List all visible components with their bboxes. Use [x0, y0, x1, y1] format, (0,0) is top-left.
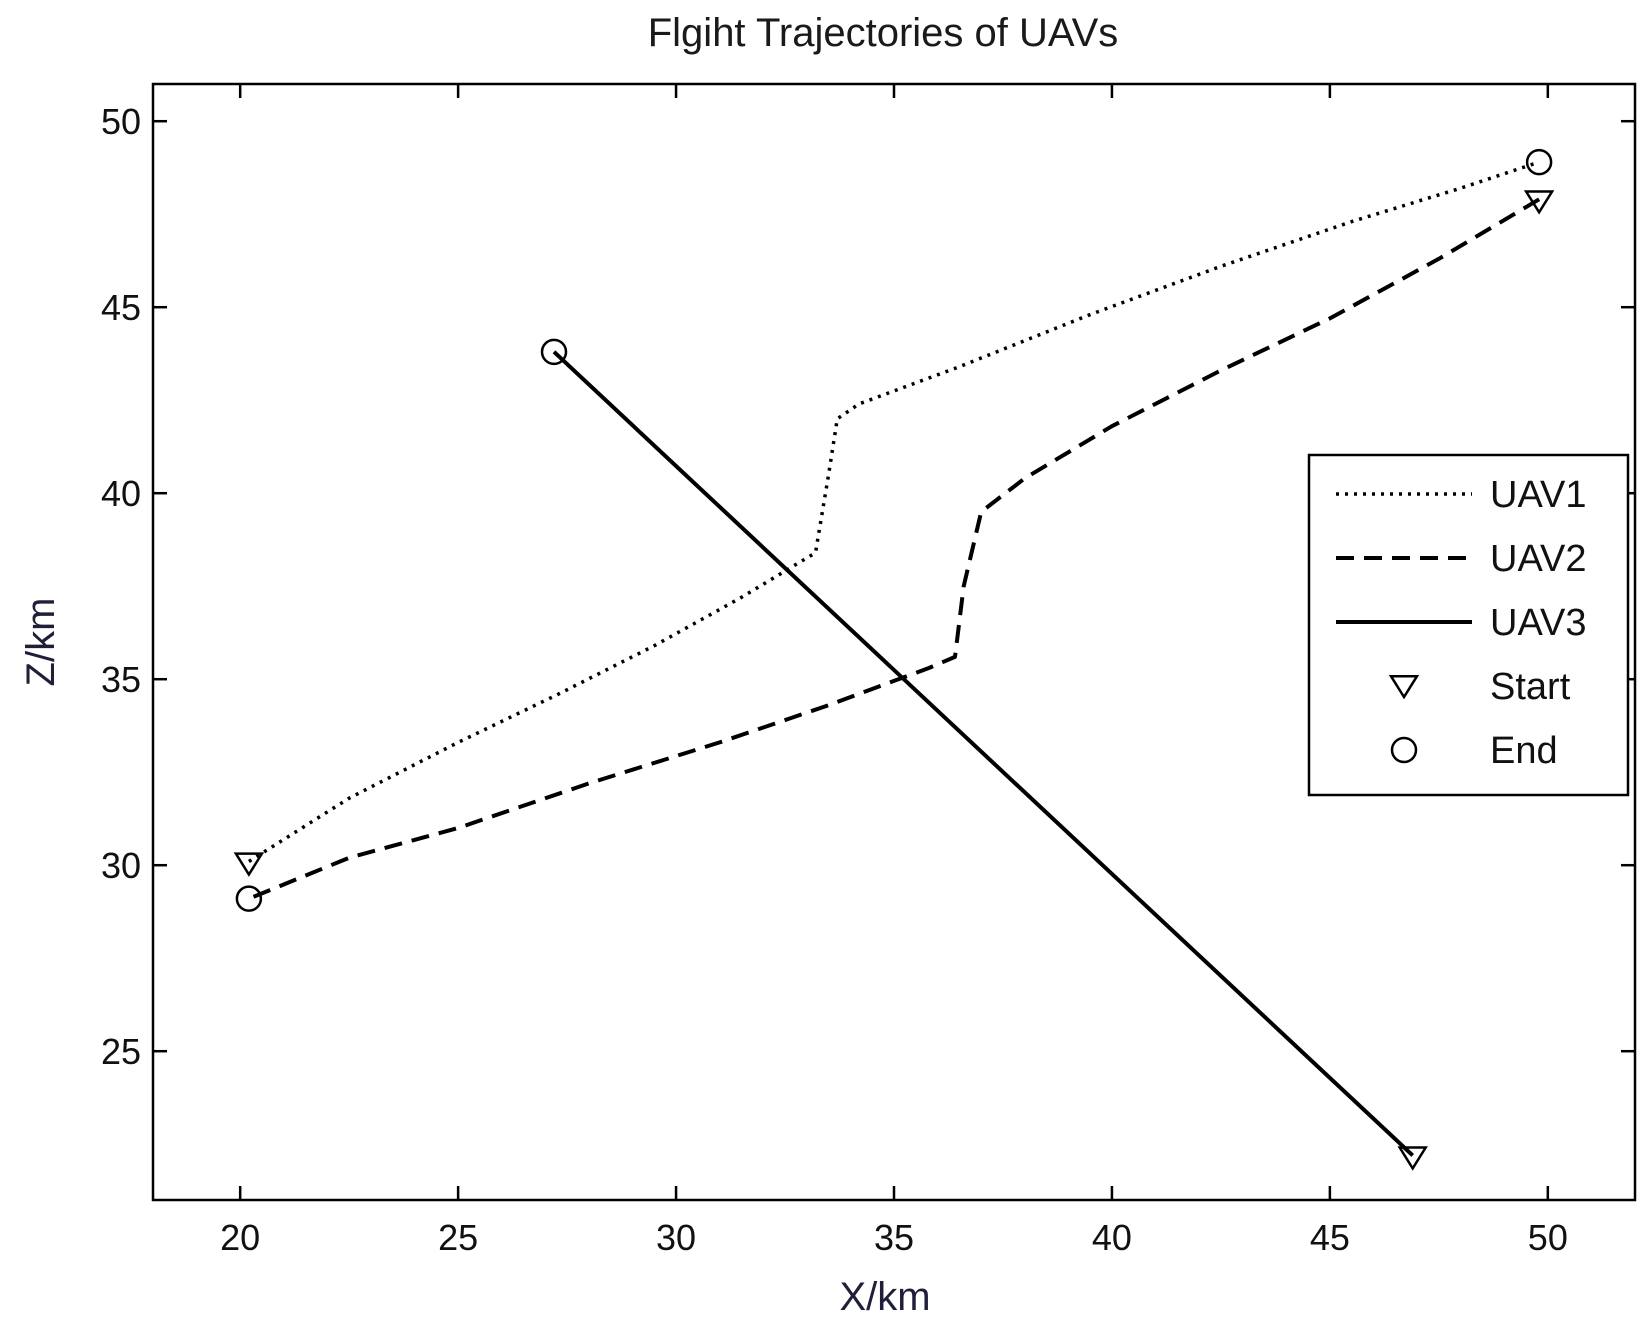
- start-marker: [1523, 190, 1555, 215]
- marker-layer: [233, 148, 1555, 1171]
- x-tick-label: 40: [1092, 1217, 1132, 1258]
- chart-title: Flgiht Trajectories of UAVs: [648, 11, 1119, 55]
- legend-item-uav2: UAV2: [1336, 538, 1586, 580]
- series-uav3-line: [552, 350, 1415, 1157]
- x-tick-label: 50: [1528, 1217, 1568, 1258]
- end-marker: [1525, 148, 1553, 176]
- legend-item-uav1: UAV1: [1336, 474, 1586, 516]
- y-tick-label: 50: [101, 101, 141, 142]
- x-tick-label: 35: [874, 1217, 914, 1258]
- legend-swatch-circle: [1390, 736, 1418, 764]
- legend-label: End: [1490, 730, 1558, 772]
- y-axis-label: Z/km: [19, 598, 63, 687]
- y-tick-label: 35: [101, 659, 141, 700]
- legend-label: UAV1: [1490, 474, 1586, 516]
- legend-item-uav3: UAV3: [1336, 602, 1586, 644]
- x-tick-label: 25: [438, 1217, 478, 1258]
- series-uav2-line: [248, 197, 1541, 901]
- legend-label: Start: [1490, 666, 1571, 708]
- end-marker: [540, 338, 568, 366]
- series-layer: [247, 160, 1541, 1157]
- x-axis-label: X/km: [839, 1275, 930, 1319]
- x-tick-label: 20: [220, 1217, 260, 1258]
- legend-label: UAV3: [1490, 602, 1586, 644]
- x-axis: 20 25 30 35 40 45 50: [220, 84, 1568, 1258]
- legend-item-start: Start: [1388, 666, 1571, 708]
- legend: UAV1 UAV2 UAV3 Start End: [1307, 453, 1630, 797]
- y-tick-label: 30: [101, 845, 141, 886]
- y-axis: 25 30 35 40 45 50: [101, 101, 1635, 1072]
- x-tick-label: 45: [1310, 1217, 1350, 1258]
- start-marker: [1397, 1146, 1428, 1171]
- y-tick-label: 45: [101, 287, 141, 328]
- legend-swatch-triangle: [1388, 674, 1420, 700]
- y-tick-label: 40: [101, 473, 141, 514]
- end-marker: [235, 885, 263, 912]
- y-tick-label: 25: [101, 1031, 141, 1072]
- start-marker: [233, 852, 265, 877]
- legend-label: UAV2: [1490, 538, 1586, 580]
- x-tick-label: 30: [656, 1217, 696, 1258]
- legend-box: [1307, 453, 1630, 797]
- legend-item-end: End: [1390, 730, 1558, 772]
